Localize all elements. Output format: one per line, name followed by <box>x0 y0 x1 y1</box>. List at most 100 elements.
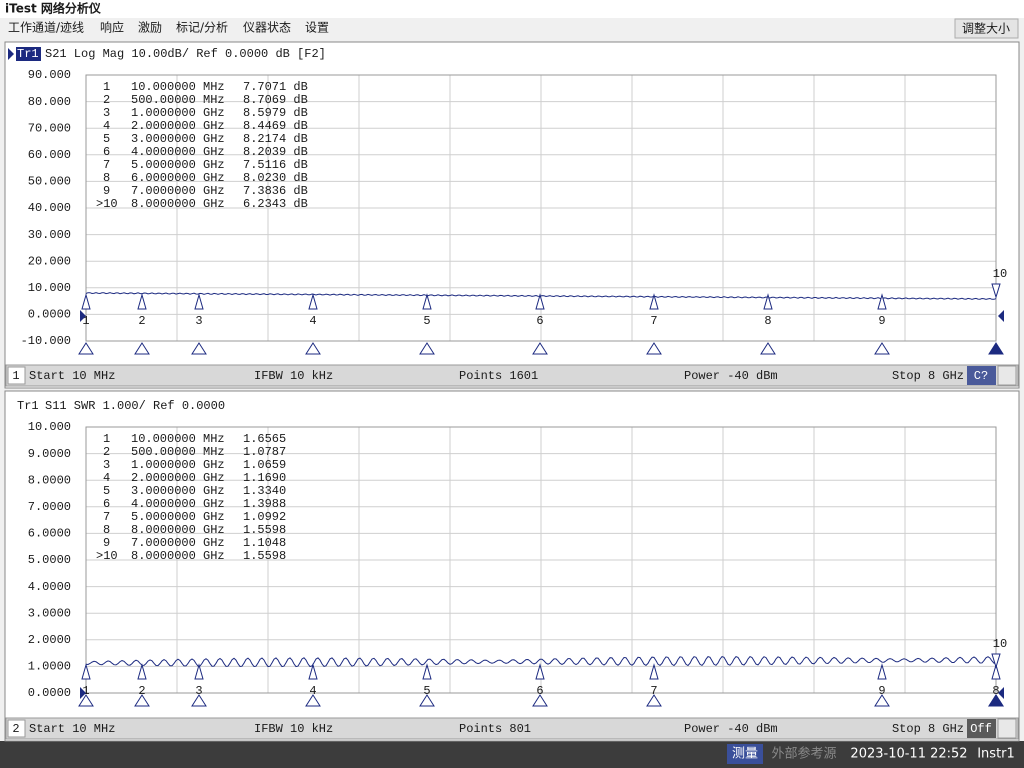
y-label: 50.000 <box>28 175 71 189</box>
stimulus-marker <box>532 342 548 355</box>
marker-freq: 1.0000000 GHz <box>131 458 225 472</box>
stimulus-marker <box>646 342 662 355</box>
footer-button-label[interactable]: Off <box>970 722 992 736</box>
points: Points 801 <box>459 722 531 736</box>
marker-value: 8.5979 dB <box>243 106 308 120</box>
y-label: -10.000 <box>21 334 71 348</box>
marker-value: 8.0230 dB <box>243 171 308 185</box>
stimulus-marker <box>874 694 890 707</box>
datetime: 2023-10-11 22:52 <box>850 747 967 762</box>
trace-header: S11 SWR 1.000/ Ref 0.0000 <box>45 399 225 413</box>
stimulus-marker <box>305 342 321 355</box>
y-label: 2.0000 <box>28 633 71 647</box>
marker-glyph <box>81 293 91 310</box>
marker-value: 1.6565 <box>243 432 286 446</box>
marker-freq: 6.0000000 GHz <box>131 171 225 185</box>
marker-freq: 8.0000000 GHz <box>131 197 225 211</box>
marker-id: 8 <box>103 523 110 537</box>
resize-label[interactable]: 调整大小 <box>962 21 1010 36</box>
footer-extra[interactable] <box>997 718 1017 739</box>
marker-freq: 5.0000000 GHz <box>131 510 225 524</box>
stimulus-marker <box>532 694 548 707</box>
marker-label: 1 <box>82 684 89 698</box>
footer <box>5 364 1019 387</box>
ifbw: IFBW 10 kHz <box>254 722 333 736</box>
menu-item[interactable]: 标记/分析 <box>176 21 228 35</box>
measure-box[interactable] <box>727 744 763 764</box>
stimulus-marker <box>988 694 1004 707</box>
marker-label: 4 <box>309 684 316 698</box>
y-label: 6.0000 <box>28 527 71 541</box>
resize-button[interactable] <box>954 18 1019 39</box>
y-label: 0.0000 <box>28 308 71 322</box>
marker-value: 8.2039 dB <box>243 145 308 159</box>
measure[interactable]: 测量 <box>732 747 758 762</box>
y-label: 8.0000 <box>28 473 71 487</box>
marker-glyph <box>137 293 147 310</box>
marker-id: 4 <box>103 471 110 485</box>
menu-item[interactable]: 仪器状态 <box>243 21 291 35</box>
marker-value: 1.1690 <box>243 471 286 485</box>
marker-id: >10 <box>96 549 118 563</box>
ref-right <box>998 310 1004 322</box>
menu-item[interactable]: 激励 <box>138 21 162 35</box>
marker-label: 3 <box>195 684 202 698</box>
panel <box>4 390 1020 742</box>
marker-label: 10 <box>993 637 1007 651</box>
marker-label: 7 <box>650 314 657 328</box>
footer-button-label[interactable]: C? <box>974 369 988 383</box>
marker-freq: 2.0000000 GHz <box>131 119 225 133</box>
footer-extra[interactable] <box>997 365 1017 386</box>
marker-glyph <box>194 663 204 680</box>
points: Points 1601 <box>459 369 538 383</box>
marker-glyph <box>422 663 432 680</box>
channel: 2 <box>12 722 19 736</box>
marker-glyph <box>422 293 432 310</box>
marker-value: 6.2343 dB <box>243 197 308 211</box>
menu-item[interactable]: 工作通道/迹线 <box>8 21 84 35</box>
menu-item[interactable]: 设置 <box>305 21 329 35</box>
y-label: 80.000 <box>28 95 71 109</box>
y-label: 20.000 <box>28 254 71 268</box>
marker-freq: 500.00000 MHz <box>131 93 225 107</box>
marker-id: 3 <box>103 106 110 120</box>
stimulus-marker <box>988 342 1004 355</box>
power: Power -40 dBm <box>684 369 778 383</box>
marker-glyph <box>991 653 1001 669</box>
marker-glyph <box>877 293 887 310</box>
marker-label: 2 <box>138 684 145 698</box>
marker-glyph <box>649 663 659 680</box>
marker-value: 7.5116 dB <box>243 158 308 172</box>
marker-id: 7 <box>103 158 110 172</box>
marker-value: 8.7069 dB <box>243 93 308 107</box>
stimulus-marker <box>419 694 435 707</box>
marker-label: 10 <box>993 267 1007 281</box>
stimulus-marker <box>305 694 321 707</box>
menu-item[interactable]: 响应 <box>100 20 124 35</box>
marker-value: 1.0659 <box>243 458 286 472</box>
y-label: 5.0000 <box>28 553 71 567</box>
marker-label: 9 <box>878 314 885 328</box>
marker-freq: 8.0000000 GHz <box>131 549 225 563</box>
y-label: 40.000 <box>28 201 71 215</box>
marker-value: 8.2174 dB <box>243 132 308 146</box>
power: Power -40 dBm <box>684 722 778 736</box>
footer-button[interactable] <box>967 719 996 738</box>
marker-freq: 3.0000000 GHz <box>131 484 225 498</box>
marker-label: 5 <box>423 314 430 328</box>
instrument: Instr1 <box>977 747 1015 762</box>
stimulus-marker <box>134 342 150 355</box>
trace-name[interactable]: Tr1 <box>17 47 39 61</box>
y-label: 0.0000 <box>28 686 71 700</box>
stop: Stop 8 GHz <box>892 369 964 383</box>
marker-glyph <box>137 663 147 680</box>
marker-freq: 7.0000000 GHz <box>131 184 225 198</box>
marker-label: 6 <box>536 314 543 328</box>
trace-name[interactable]: Tr1 <box>17 399 39 413</box>
footer-button[interactable] <box>967 366 996 385</box>
marker-freq: 2.0000000 GHz <box>131 471 225 485</box>
marker-id: 5 <box>103 484 110 498</box>
stimulus-marker <box>191 342 207 355</box>
marker-value: 1.5598 <box>243 549 286 563</box>
